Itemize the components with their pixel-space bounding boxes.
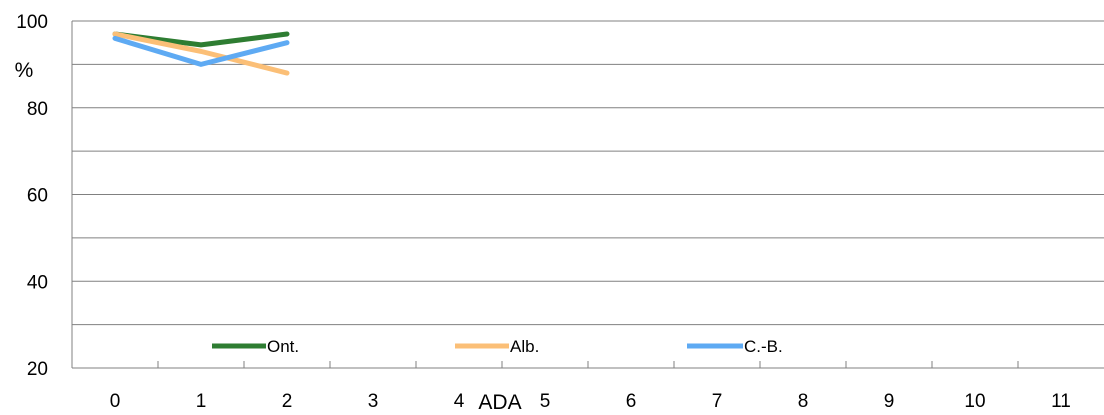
legend-item-ont: Ont. — [212, 337, 299, 356]
x-tick-label: 2 — [282, 391, 293, 412]
y-tick-label: 80 — [27, 99, 48, 120]
x-tick-label: 8 — [798, 391, 809, 412]
gridlines — [72, 20, 1104, 326]
series-lines — [112, 31, 290, 76]
series-line-cb — [112, 35, 290, 67]
x-axis-title: ADA — [478, 391, 521, 414]
legend-label-ont: Ont. — [267, 337, 299, 356]
y-axis-title: % — [15, 59, 34, 82]
x-tick-label: 0 — [110, 391, 121, 412]
y-axis-tick-labels: 100 80 60 40 20 — [16, 12, 48, 380]
legend-label-cb: C.-B. — [744, 337, 783, 356]
legend: Ont. Alb. C.-B. — [212, 337, 783, 356]
x-tick-label: 10 — [964, 391, 985, 412]
y-tick-label: 100 — [16, 12, 48, 33]
x-tick-label: 11 — [1051, 391, 1071, 412]
x-tick-label: 7 — [712, 391, 723, 412]
y-tick-label: 60 — [27, 186, 48, 207]
x-tick-label: 9 — [884, 391, 895, 412]
x-axis-tick-labels: 0 1 2 3 4 5 6 7 8 9 10 11 — [110, 391, 1071, 412]
x-tick-label: 5 — [540, 391, 551, 412]
legend-item-cb: C.-B. — [687, 337, 783, 356]
legend-item-alb: Alb. — [455, 337, 539, 356]
series-line-alb — [112, 31, 290, 76]
y-tick-label: 20 — [27, 359, 48, 380]
x-tick-label: 3 — [368, 391, 379, 412]
x-axis-ticks — [157, 361, 1019, 368]
legend-label-alb: Alb. — [510, 337, 539, 356]
x-tick-label: 6 — [626, 391, 637, 412]
x-tick-label: 4 — [454, 391, 465, 412]
y-tick-label: 40 — [27, 272, 48, 293]
x-tick-label: 1 — [196, 391, 207, 412]
